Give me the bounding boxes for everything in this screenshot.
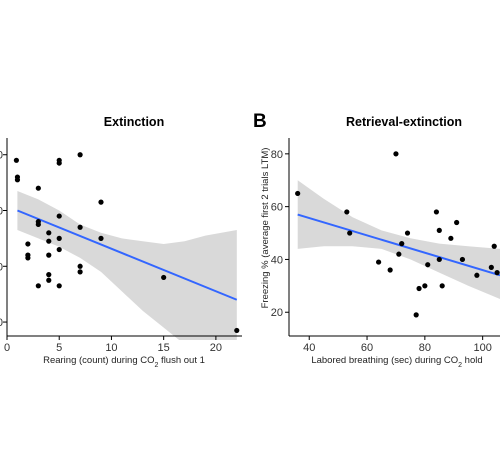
confidence-band [297,180,500,299]
data-point [35,283,41,289]
x-tick-label: 40 [303,342,315,354]
y-tick-label: 80 [271,149,283,161]
data-point [422,283,428,289]
data-point [344,209,350,215]
data-point [399,241,405,247]
data-point [77,224,83,230]
panel-a-title: Extinction [104,115,164,129]
x-tick-label: 60 [361,342,373,354]
y-tick-label: 60 [271,202,283,214]
x-tick-label: 15 [158,342,170,354]
y-tick-label: 40 [271,254,283,266]
data-point [448,235,454,241]
panel-b-y-axis-label: Freezing % (average first 2 trials LTM) [260,148,271,309]
data-point [295,190,301,197]
data-point [488,264,494,270]
y-tick-label: 0 [0,261,3,273]
data-point [474,272,480,278]
y-tick-label: 0 [0,150,3,162]
data-point [56,235,62,241]
data-point [35,185,41,191]
data-point [387,267,393,273]
data-point [494,270,500,276]
data-point [98,235,104,241]
x-tick-label: 100 [473,342,491,354]
data-point [77,263,83,269]
data-point [439,283,445,289]
data-point [454,219,460,226]
data-point [77,269,83,275]
data-point [396,251,402,257]
data-point [376,259,382,265]
data-point [404,230,411,236]
panel-b-x-axis-label: Labored breathing (sec) during CO2 hold [311,355,482,369]
panel-a: Extinction 0 5 10 15 20 0 0 0 0 Rearing (count) … [0,115,242,369]
data-point [25,255,31,261]
data-point [433,209,440,215]
regression-line [297,213,500,277]
data-point [436,227,442,233]
data-point [98,199,104,205]
data-point [46,252,52,258]
data-point [46,277,52,283]
data-point [393,151,399,157]
data-point [25,241,31,247]
data-point [35,221,41,228]
x-tick-label: 80 [419,342,431,354]
panel-b-title: Retrieval-extinction [346,115,462,129]
data-point [14,177,21,183]
regression-line [17,209,238,301]
data-point [46,230,52,236]
data-point [56,283,62,289]
panel-b-letter: B [253,111,267,132]
data-point [56,213,62,219]
y-tick-label: 0 [0,206,3,218]
data-point [161,274,167,281]
data-point [46,272,52,278]
data-point [491,243,497,249]
x-tick-label: 0 [4,342,10,354]
y-tick-label: 20 [271,307,283,319]
panel-b: B Retrieval-extinction 40 60 80 100 20 40 60 80… [253,111,500,369]
data-point [77,152,83,158]
data-point [234,327,240,334]
data-point [46,238,52,244]
data-point [13,157,19,163]
panel-a-x-axis-label: Rearing (count) during CO2 flush out 1 [43,355,205,369]
x-tick-label: 20 [210,342,222,354]
data-point [416,285,422,292]
data-point [347,230,353,236]
x-tick-label: 10 [105,342,117,354]
y-tick-label: 0 [0,317,3,329]
data-point [56,160,62,166]
data-point [425,262,431,268]
data-point [413,312,419,318]
data-point [56,246,62,253]
x-tick-label: 5 [56,342,62,354]
data-point [459,256,466,263]
data-point [436,256,442,263]
confidence-band [17,191,237,340]
